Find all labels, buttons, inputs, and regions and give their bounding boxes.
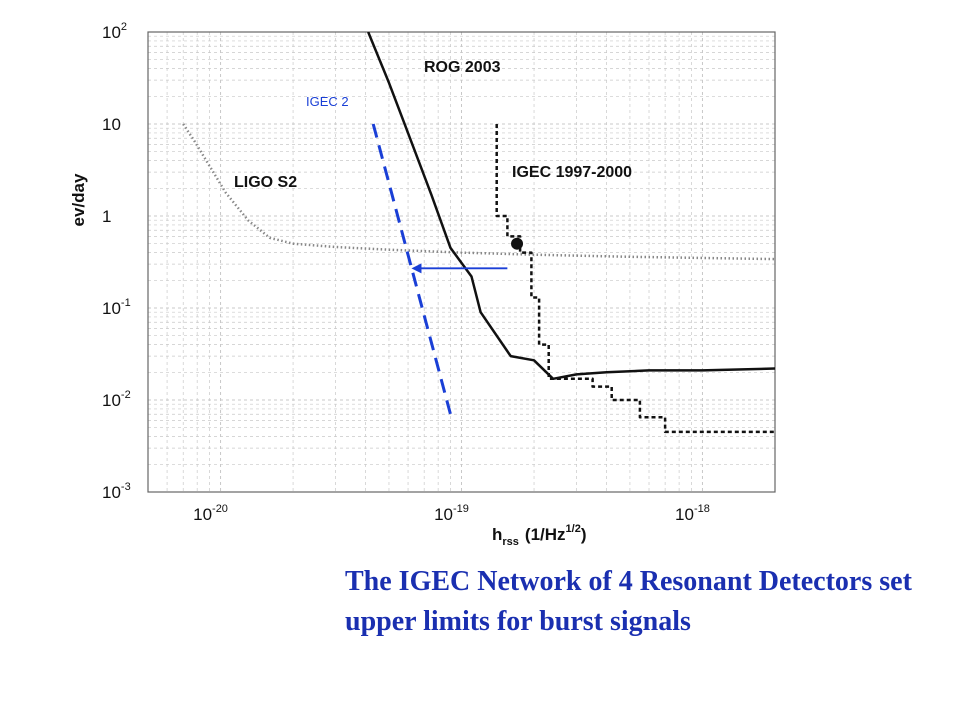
label-igec-2: IGEC 2 [306, 94, 349, 109]
series-rog-2003 [367, 32, 775, 381]
label-igec-1997-2000: IGEC 1997-2000 [512, 164, 632, 181]
log-log-chart: 10-20 10-19 10-18 102 10 1 10-1 10-2 10-3 ev/da… [69, 21, 776, 548]
label-rog-2003: ROG 2003 [424, 59, 501, 76]
series-ligo-s2 [182, 123, 775, 261]
y-tick-label: 10 [102, 115, 121, 134]
x-tick-labels: 10-20 10-19 10-18 [193, 503, 710, 524]
y-tick-label: 102 [102, 21, 127, 42]
x-axis-title: hrss (1/Hz1/2) [492, 523, 587, 548]
caption-text: The IGEC Network of 4 Resonant Detectors… [345, 566, 912, 637]
x-tick-label: 10-20 [193, 503, 228, 524]
x-tick-label: 10-18 [675, 503, 710, 524]
grid-lines [148, 32, 775, 492]
x-tick-label: 10-19 [434, 503, 469, 524]
y-axis-title: ev/day [69, 173, 88, 226]
series-igec-2 [371, 123, 452, 415]
label-ligo-s2: LIGO S2 [234, 174, 297, 191]
plot-frame [147, 31, 776, 493]
arrow-indicator [411, 263, 508, 274]
data-point-marker [511, 237, 524, 250]
series-igec-1997-2000 [495, 124, 775, 434]
y-tick-label: 10-3 [102, 481, 131, 502]
y-tick-labels: 102 10 1 10-1 10-2 10-3 [102, 21, 131, 502]
y-tick-label: 1 [102, 207, 111, 226]
y-tick-label: 10-2 [102, 389, 131, 410]
series-lines [182, 32, 775, 434]
arrow-head [411, 263, 422, 274]
y-tick-label: 10-1 [102, 297, 131, 318]
